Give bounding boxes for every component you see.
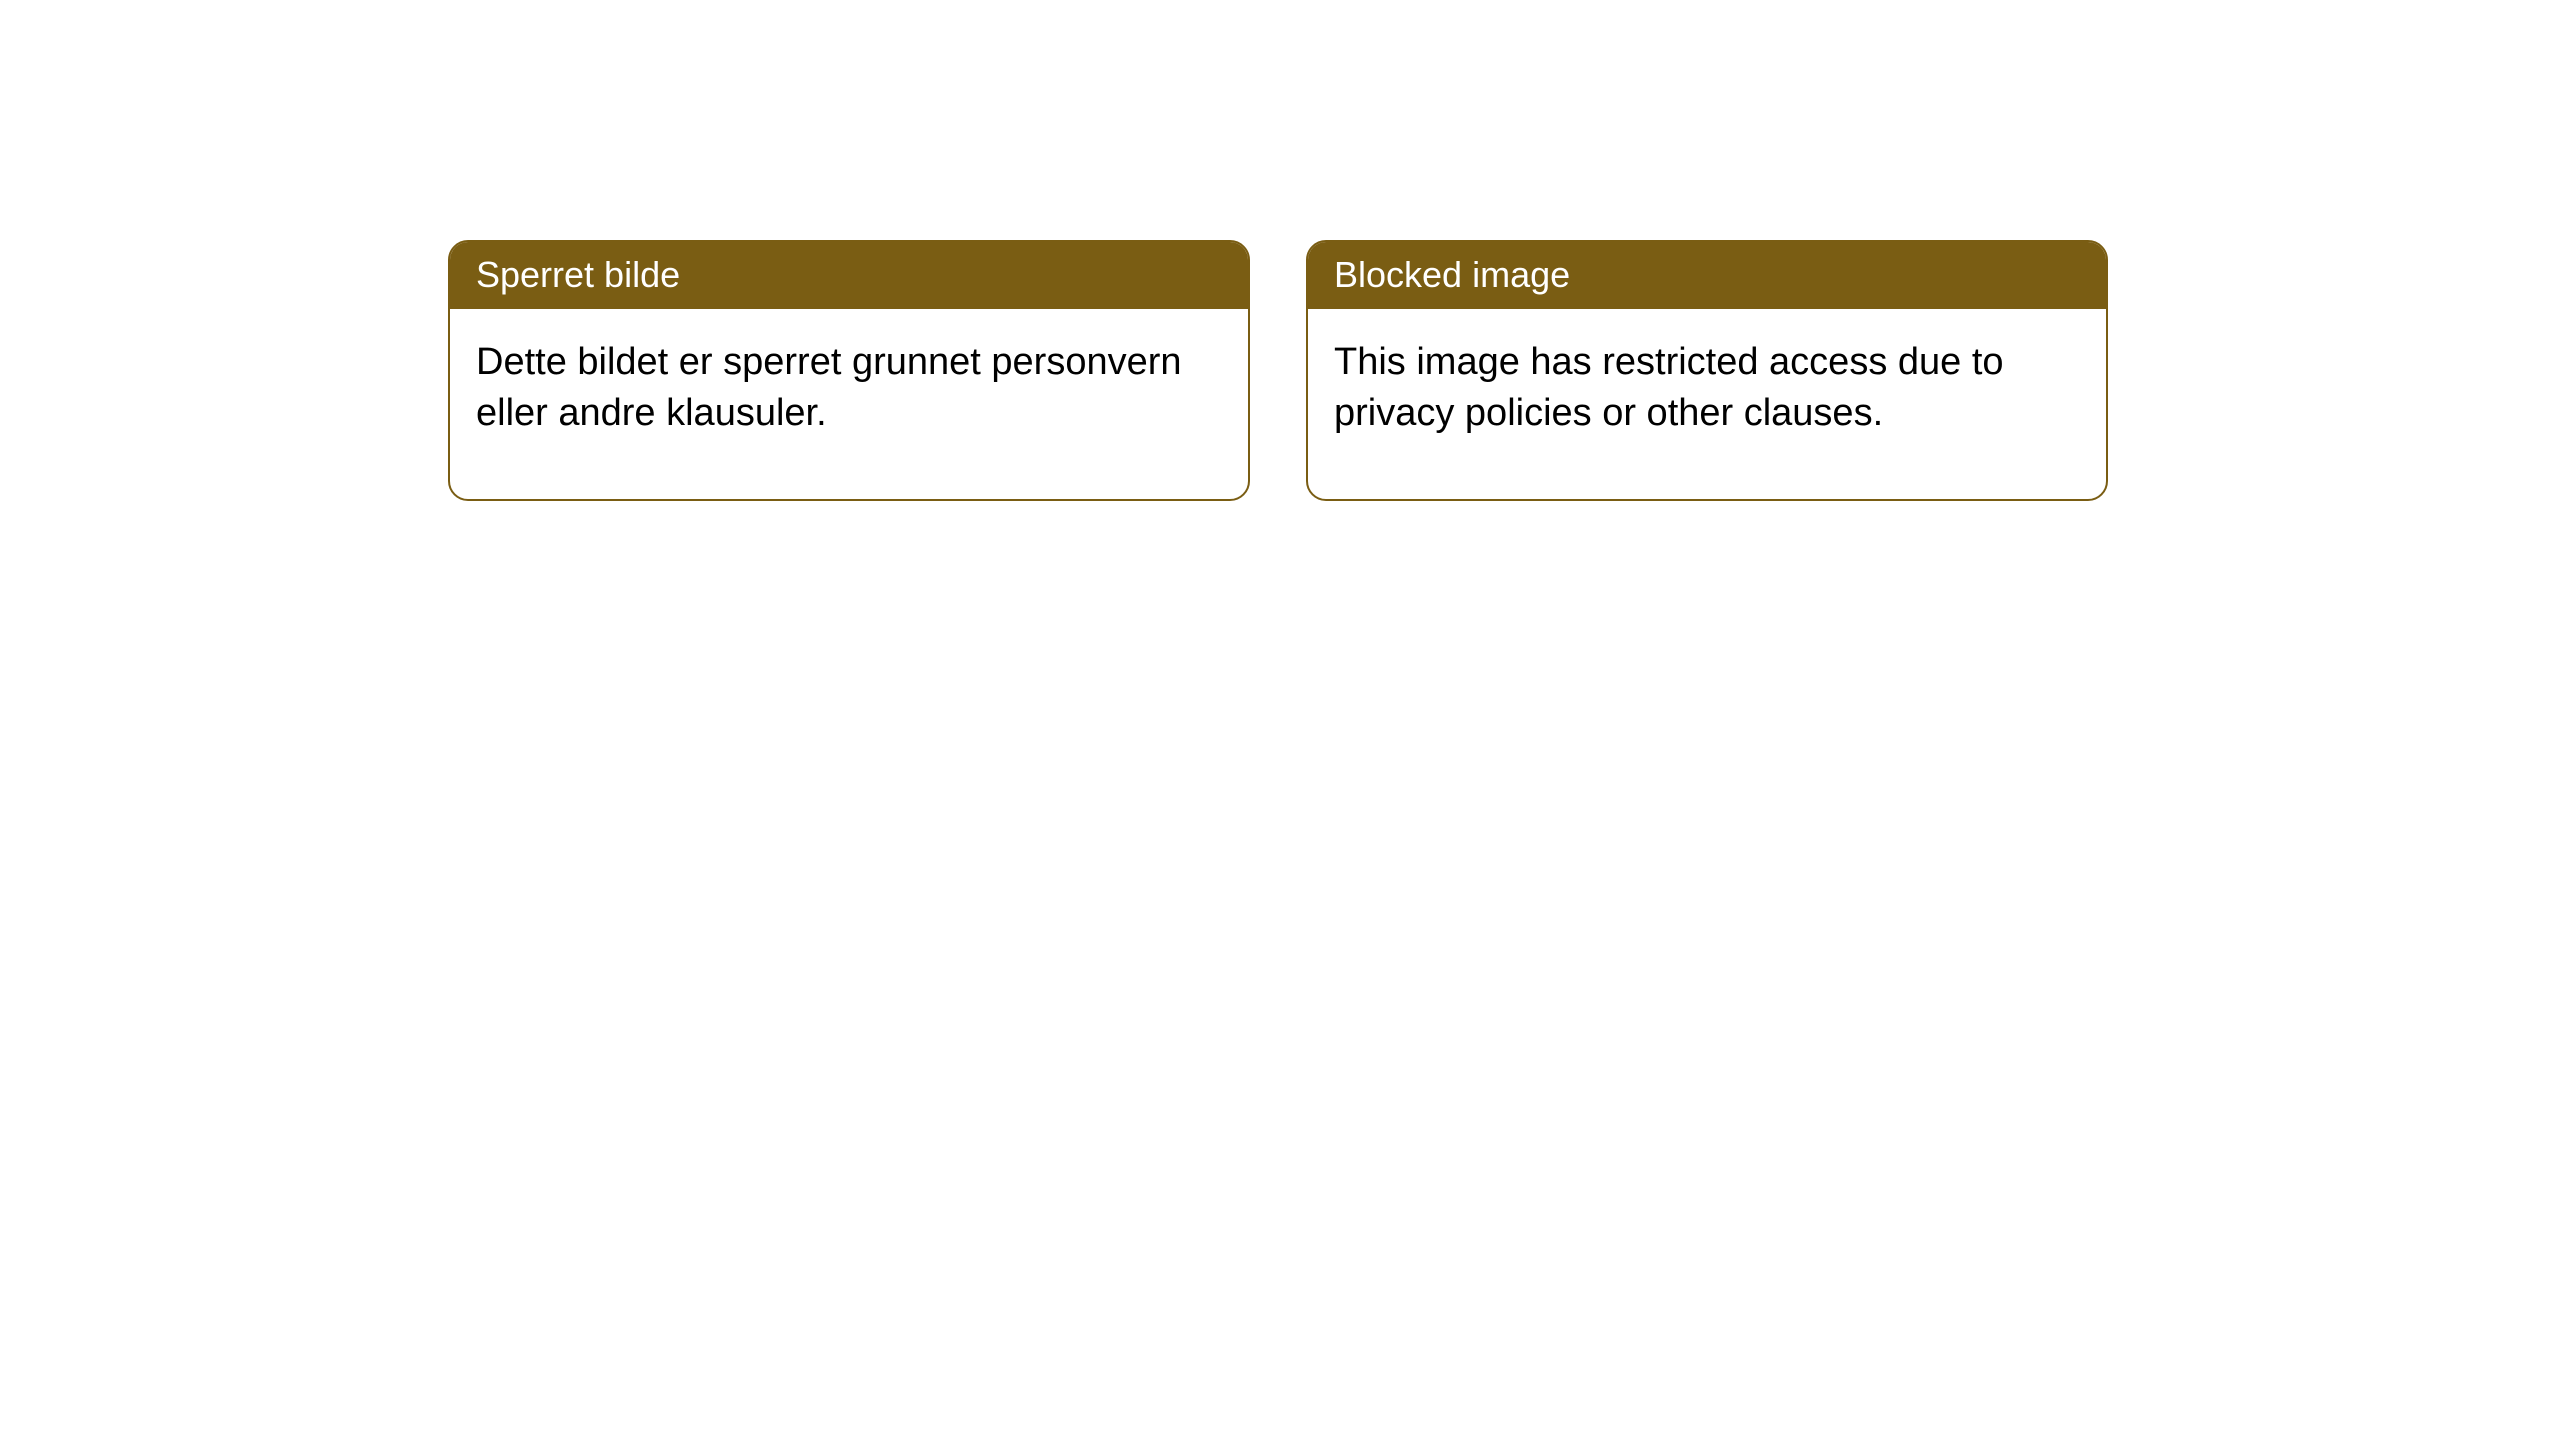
notice-card-english: Blocked image This image has restricted … <box>1306 240 2108 501</box>
notice-card-norwegian-body: Dette bildet er sperret grunnet personve… <box>450 309 1248 500</box>
notice-card-norwegian: Sperret bilde Dette bildet er sperret gr… <box>448 240 1250 501</box>
notice-card-norwegian-title: Sperret bilde <box>450 242 1248 309</box>
notice-card-english-title: Blocked image <box>1308 242 2106 309</box>
notice-card-english-body: This image has restricted access due to … <box>1308 309 2106 500</box>
notice-container: Sperret bilde Dette bildet er sperret gr… <box>448 240 2108 501</box>
